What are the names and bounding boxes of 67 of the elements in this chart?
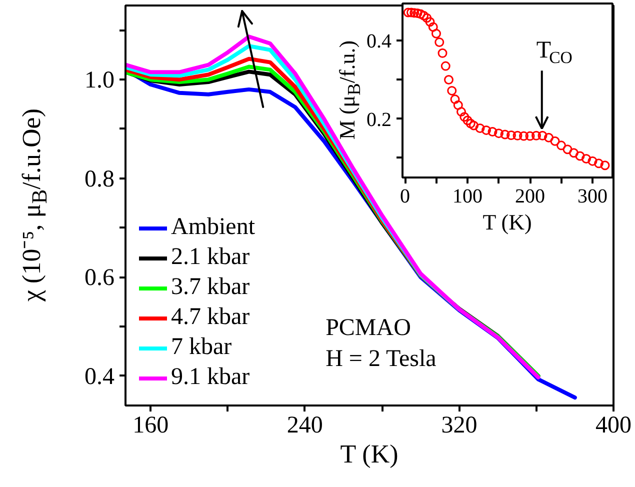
point bbox=[444, 75, 454, 84]
point bbox=[506, 130, 516, 140]
legend-label: 7 kbar bbox=[171, 334, 232, 361]
x-tick-label: 100 bbox=[452, 186, 482, 208]
point bbox=[406, 8, 416, 18]
x-tick-label: 400 bbox=[596, 412, 632, 438]
point bbox=[428, 22, 438, 32]
point bbox=[494, 128, 504, 138]
y-tick-label: 0.8 bbox=[84, 166, 114, 192]
x-axis-title: T (K) bbox=[482, 210, 532, 234]
point bbox=[416, 9, 426, 19]
point bbox=[432, 28, 441, 38]
point bbox=[488, 127, 498, 136]
point bbox=[500, 130, 510, 140]
y-tick-label: 0.4 bbox=[366, 30, 392, 53]
point bbox=[594, 158, 604, 168]
y-tick-label: 0.4 bbox=[84, 364, 114, 390]
point bbox=[569, 148, 578, 158]
legend-label: 3.7 kbar bbox=[171, 274, 250, 301]
point bbox=[425, 17, 435, 27]
x-tick-label: 0 bbox=[400, 186, 410, 208]
point bbox=[525, 131, 535, 141]
point bbox=[562, 144, 572, 154]
legend-label: Ambient bbox=[171, 214, 255, 241]
point bbox=[519, 131, 528, 141]
point bbox=[512, 130, 522, 140]
x-axis-title: T (K) bbox=[340, 440, 398, 468]
legend-label: 9.1 kbar bbox=[171, 364, 250, 391]
x-tick-label: 160 bbox=[132, 412, 169, 438]
legend-label: 4.7 kbar bbox=[171, 304, 250, 331]
point bbox=[440, 61, 450, 71]
point bbox=[412, 8, 422, 18]
point bbox=[600, 160, 610, 170]
point bbox=[460, 112, 470, 122]
x-tick-label: 320 bbox=[441, 412, 478, 438]
point bbox=[410, 8, 420, 18]
x-tick-label: 200 bbox=[515, 186, 545, 208]
point bbox=[462, 116, 472, 126]
y-tick-label: 1.0 bbox=[84, 68, 114, 94]
point bbox=[482, 125, 491, 135]
point bbox=[575, 151, 585, 161]
x-tick-label: 300 bbox=[578, 186, 608, 208]
point bbox=[582, 154, 591, 164]
point bbox=[450, 94, 460, 104]
point bbox=[434, 37, 444, 47]
point bbox=[453, 100, 463, 110]
annotation: H = 2 Tesla bbox=[326, 346, 437, 372]
point bbox=[550, 136, 560, 146]
annotation: PCMAO bbox=[326, 314, 411, 341]
point bbox=[419, 10, 428, 20]
point bbox=[422, 13, 432, 23]
point bbox=[556, 140, 566, 150]
point bbox=[466, 118, 476, 128]
legend-label: 2.1 kbar bbox=[171, 244, 250, 271]
point bbox=[469, 120, 478, 130]
point bbox=[475, 123, 485, 133]
point bbox=[456, 107, 466, 117]
y-tick-label: 0.2 bbox=[366, 108, 392, 131]
x-tick-label: 240 bbox=[286, 412, 323, 438]
point bbox=[438, 48, 448, 58]
y-tick-label: 0.6 bbox=[84, 265, 114, 292]
point bbox=[403, 8, 413, 18]
point bbox=[588, 156, 598, 166]
point bbox=[538, 130, 548, 140]
point bbox=[532, 130, 541, 140]
point bbox=[447, 86, 457, 96]
point bbox=[544, 132, 554, 142]
